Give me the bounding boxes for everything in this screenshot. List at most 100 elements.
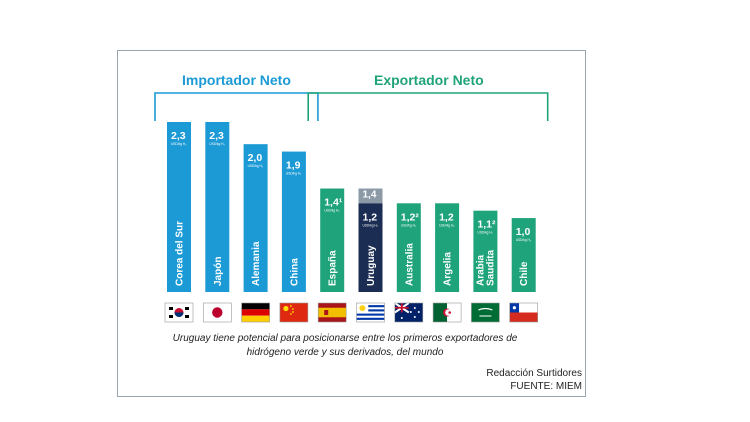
bar-corea-del-sur	[167, 122, 191, 292]
flag-trigram	[185, 307, 189, 310]
value-label-corea-del-sur: 2,3	[171, 130, 186, 142]
category-label-arabia-saudita: ArabiaSaudita	[475, 249, 496, 286]
flag-star	[413, 307, 416, 309]
unit-label-espana: USD/kg H₂	[324, 209, 340, 213]
flag-shahada	[478, 307, 493, 311]
unit-label-alemania: USD/kg H₂	[248, 164, 264, 168]
category-label-uruguay: Uruguay	[366, 245, 377, 286]
chart-caption: Uruguay tiene potencial para posicionars…	[172, 333, 518, 358]
value-label-china: 1,9	[286, 160, 301, 172]
unit-label-argelia: USD/kg H₂	[439, 223, 455, 227]
flag-star	[413, 316, 416, 318]
flag-trigram	[169, 307, 173, 310]
flag-red-band	[509, 312, 538, 322]
unit-label-australia: USD/kg H₂	[401, 223, 417, 227]
bar-espana	[320, 188, 345, 292]
japan-flag	[203, 302, 232, 323]
flag-stripe-black	[241, 303, 270, 310]
flag-border	[356, 302, 385, 323]
flag-green-half	[433, 303, 448, 322]
value-label-japon: 2,3	[209, 130, 224, 142]
flag-border	[471, 302, 500, 323]
category-label-chile: Chile	[519, 261, 530, 286]
flag-field	[471, 303, 500, 322]
flag-border	[432, 302, 462, 323]
flag-border	[241, 302, 270, 323]
flag-cross	[394, 303, 409, 313]
flag-white-band	[509, 303, 538, 313]
value-label-chile: 1,0	[516, 226, 531, 238]
flag-band	[318, 307, 347, 318]
flag-border	[164, 302, 194, 323]
value-label-espana: 1,4¹	[324, 197, 343, 209]
bar-extra-label-uruguay: 1,4	[363, 190, 377, 201]
flag-border	[317, 302, 347, 323]
category-label-australia: Australia	[404, 243, 415, 286]
flag-stripe-blue	[356, 309, 385, 312]
group-title-importer: Importador Neto	[182, 72, 291, 88]
bar-extra-uruguay	[358, 188, 383, 204]
flag-stripe-red	[241, 309, 270, 316]
flag-border	[203, 302, 232, 323]
flag-stripe-blue	[356, 317, 385, 320]
flag-star	[448, 311, 452, 314]
flag-trigram	[185, 315, 189, 318]
flag-sun	[212, 307, 223, 318]
value-label-uruguay: 1,2	[363, 211, 378, 223]
bar-argelia	[435, 203, 460, 292]
flag-field	[279, 303, 308, 322]
flag-star	[417, 311, 420, 313]
flag-trigram	[169, 315, 173, 318]
flag-small-star	[290, 313, 292, 315]
flag-stripe-gold	[241, 315, 270, 322]
bar-chile	[511, 218, 536, 292]
south-korea-flag	[164, 302, 194, 323]
bar-uruguay	[358, 203, 383, 292]
spain-flag	[317, 302, 347, 323]
flag-star	[400, 317, 403, 319]
bar-arabia-saudita	[473, 210, 498, 292]
bar-japon	[205, 122, 230, 292]
unit-label-japon: USD/kg H₂	[209, 142, 225, 146]
flag-small-star	[292, 311, 294, 313]
unit-label-china: USD/kg H₂	[286, 172, 302, 176]
flag-taeguk-blue	[174, 312, 184, 317]
chart-frame	[117, 50, 586, 397]
flag-emblem	[324, 310, 329, 315]
uruguay-flag	[356, 302, 385, 323]
flag-star	[409, 311, 412, 313]
china-flag	[279, 302, 309, 323]
category-label-espana: España	[328, 250, 339, 286]
flag-small-star	[290, 305, 292, 307]
bar-alemania	[243, 144, 268, 292]
flag-border	[509, 302, 539, 323]
unit-label-corea-del-sur: USD/kg H₂	[171, 142, 187, 146]
value-label-arabia-saudita: 1,1²	[477, 219, 496, 231]
value-label-australia: 1,2²	[401, 211, 420, 223]
value-label-alemania: 2,0	[248, 152, 263, 164]
exporter-bracket	[307, 92, 549, 121]
bar-china	[281, 151, 306, 292]
credit-newsroom: Redacción Surtidores	[486, 368, 582, 379]
germany-flag	[241, 302, 270, 323]
value-label-argelia: 1,2	[439, 211, 454, 223]
flag-stripe-blue	[356, 305, 385, 308]
algeria-flag	[432, 302, 462, 323]
bar-australia	[396, 203, 421, 292]
flag-sun-of-may	[359, 305, 366, 312]
unit-label-arabia-saudita: USD/kg H₂	[477, 231, 493, 235]
category-label-alemania: Alemania	[251, 241, 262, 286]
flag-white-half	[447, 303, 462, 322]
category-label-argelia: Argelia	[443, 252, 454, 286]
unit-label-chile: USD/kg H₂	[516, 238, 532, 242]
flag-border	[394, 302, 424, 323]
category-label-china: China	[289, 258, 300, 286]
flag-star	[512, 306, 516, 310]
flag-small-star	[292, 308, 294, 310]
saudi-arabia-flag	[471, 302, 500, 323]
group-title-exporter: Exportador Neto	[374, 72, 484, 88]
importer-bracket	[154, 92, 319, 121]
flag-big-star	[283, 305, 289, 312]
credit-source: FUENTE: MIEM	[510, 381, 582, 392]
